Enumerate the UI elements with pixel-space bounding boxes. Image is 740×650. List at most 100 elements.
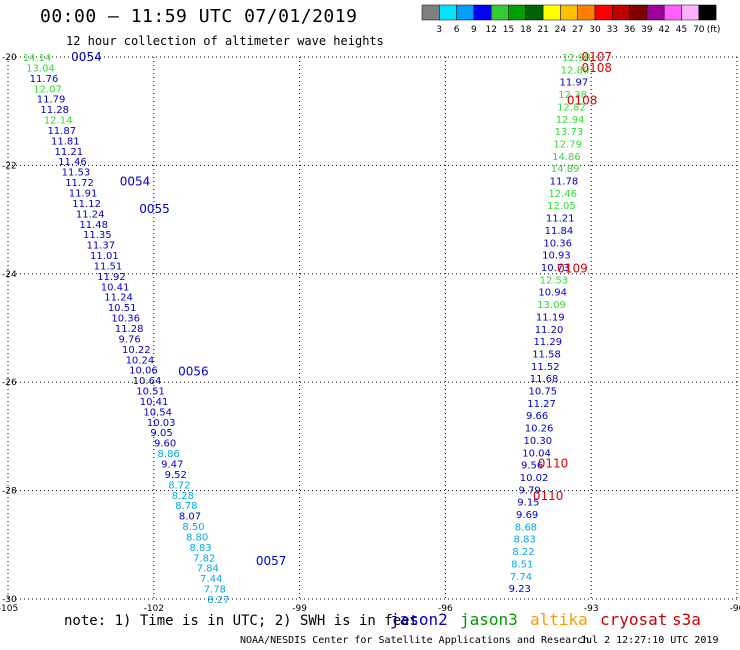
x-tick-label: -93	[584, 604, 599, 614]
y-tick-label: -24	[2, 270, 17, 280]
color-tick-label: 36	[624, 25, 636, 35]
wave-height-point-right: 12.94	[556, 115, 585, 126]
wave-height-point-left: 11.76	[30, 74, 59, 85]
wave-height-point-right: 14.89	[551, 164, 580, 175]
wave-height-point-left: 10.41	[101, 282, 130, 293]
y-tick-label: -30	[2, 595, 17, 605]
wave-height-point-right: 7.74	[510, 572, 532, 583]
wave-height-point-left: 11.24	[76, 209, 105, 220]
wave-height-point-left: 9.05	[150, 428, 172, 439]
wave-height-point-left: 8.50	[182, 522, 204, 533]
wave-height-point-left: 9.52	[165, 470, 187, 481]
color-tick-label: 42	[658, 25, 669, 35]
wave-height-point-left: 7.82	[193, 553, 215, 564]
wave-height-point-right: 12.82	[557, 102, 586, 113]
pass-number-label: 0054	[71, 50, 102, 64]
wave-height-point-left: 11.12	[72, 199, 101, 210]
legend-s3a: s3a	[672, 610, 701, 629]
wave-height-point-right: 9.69	[516, 510, 538, 521]
x-tick-label: -105	[0, 604, 18, 614]
wave-height-point-right: 10.04	[522, 448, 551, 459]
wave-height-point-right: 13.09	[537, 300, 566, 311]
y-tick-label: -26	[2, 378, 17, 388]
wave-height-point-left: 9.76	[118, 334, 140, 345]
wave-height-point-left: 8.07	[179, 512, 201, 523]
pass-number-label: 0055	[139, 202, 170, 216]
color-tick-label: 70	[693, 25, 705, 35]
wave-height-point-right: 8.68	[515, 522, 537, 533]
wave-height-point-right: 12.79	[553, 139, 582, 150]
y-tick-label: -28	[2, 487, 17, 497]
wave-height-point-right: 9.23	[509, 584, 531, 595]
wave-height-point-right: 12.46	[548, 189, 577, 200]
wave-height-point-right: 8.22	[512, 547, 534, 558]
wave-height-point-left: 11.24	[104, 293, 133, 304]
wave-height-point-left: 10.03	[147, 418, 176, 429]
wave-height-point-left: 10.51	[108, 303, 137, 314]
wave-height-point-left: 8.86	[158, 449, 180, 460]
wave-height-point-right: 10.30	[523, 436, 552, 447]
pass-number-label: 0108	[567, 93, 598, 107]
wave-height-point-left: 9.47	[161, 460, 183, 471]
wave-height-point-left: 8.80	[186, 532, 208, 543]
wave-height-point-left: 11.01	[90, 251, 119, 262]
wave-height-point-left: 10.54	[143, 407, 172, 418]
color-swatch	[698, 4, 717, 21]
wave-height-point-left: 11.87	[47, 126, 76, 137]
wave-height-point-left: 8.78	[175, 501, 197, 512]
generated-timestamp: Jul 2 12:27:10 UTC 2019	[580, 635, 719, 646]
wave-height-point-left: 11.81	[51, 136, 80, 147]
pass-number-label: 0107	[581, 50, 612, 64]
wave-height-point-left: 10.41	[140, 397, 169, 408]
wave-height-point-left: 11.48	[79, 220, 108, 231]
wave-height-point-right: 11.84	[545, 226, 574, 237]
color-tick-label: 12	[485, 25, 496, 35]
color-tick-label: 45	[676, 25, 687, 35]
wave-height-point-left: 11.72	[65, 178, 94, 189]
wave-height-point-left: 9.60	[154, 439, 176, 450]
x-tick-label: -102	[144, 604, 164, 614]
pass-number-label: 0109	[557, 261, 588, 275]
wave-height-point-left: 14.14	[23, 53, 52, 64]
wave-height-point-left: 11.91	[69, 189, 98, 200]
color-scale-bar: 3 6 9 12 15 18 21 24 27 30 33 36 39 42 45 70 (ft)	[421, 4, 720, 35]
wave-height-point-left: 11.21	[55, 147, 84, 158]
wave-height-point-left: 11.53	[62, 168, 91, 179]
color-tick-label: 15	[503, 25, 514, 35]
wave-height-point-right: 11.68	[530, 374, 559, 385]
wave-height-point-right: 11.58	[532, 349, 561, 360]
pass-number-label: 0054	[120, 175, 151, 189]
wave-height-point-right: 10.94	[538, 288, 567, 299]
wave-height-point-left: 12.07	[33, 84, 62, 95]
wave-height-point-right: 11.78	[550, 177, 579, 188]
wave-height-point-right: 8.83	[514, 535, 536, 546]
y-tick-label: -22	[2, 161, 17, 171]
pass-number-label: 0110	[533, 489, 564, 503]
wave-height-point-right: 14.86	[552, 152, 581, 163]
wave-height-point-left: 8.28	[172, 491, 194, 502]
x-tick-label: -96	[438, 604, 453, 614]
wave-height-point-left: 10.64	[133, 376, 162, 387]
wave-height-point-left: 11.37	[87, 241, 116, 252]
wave-height-point-left: 7.84	[197, 564, 219, 575]
credit-line: NOAA/NESDIS Center for Satellite Applica…	[240, 635, 590, 646]
wave-height-point-right: 9.15	[517, 498, 539, 509]
wave-height-point-right: 10.75	[528, 387, 557, 398]
legend-jason3: jason3	[460, 610, 518, 629]
wave-height-point-left: 12.14	[44, 116, 73, 127]
wave-height-point-right: 9.66	[526, 411, 548, 422]
wave-height-point-left: 11.46	[58, 157, 87, 168]
wave-height-point-right: 13.73	[555, 127, 584, 138]
wave-height-point-right: 11.27	[527, 399, 556, 410]
wave-height-point-right: 12.53	[540, 275, 569, 286]
wave-height-point-right: 10.73	[541, 263, 570, 274]
wave-height-point-right: 10.02	[520, 473, 549, 484]
wave-height-point-right: 8.51	[511, 559, 533, 570]
x-tick-label: -99	[292, 604, 307, 614]
wave-height-point-left: 10.51	[136, 387, 165, 398]
wave-height-point-right: 11.29	[533, 337, 562, 348]
color-tick-label: 30	[589, 25, 601, 35]
wave-height-point-left: 8.72	[168, 480, 190, 491]
wave-height-point-right: 11.21	[546, 214, 575, 225]
